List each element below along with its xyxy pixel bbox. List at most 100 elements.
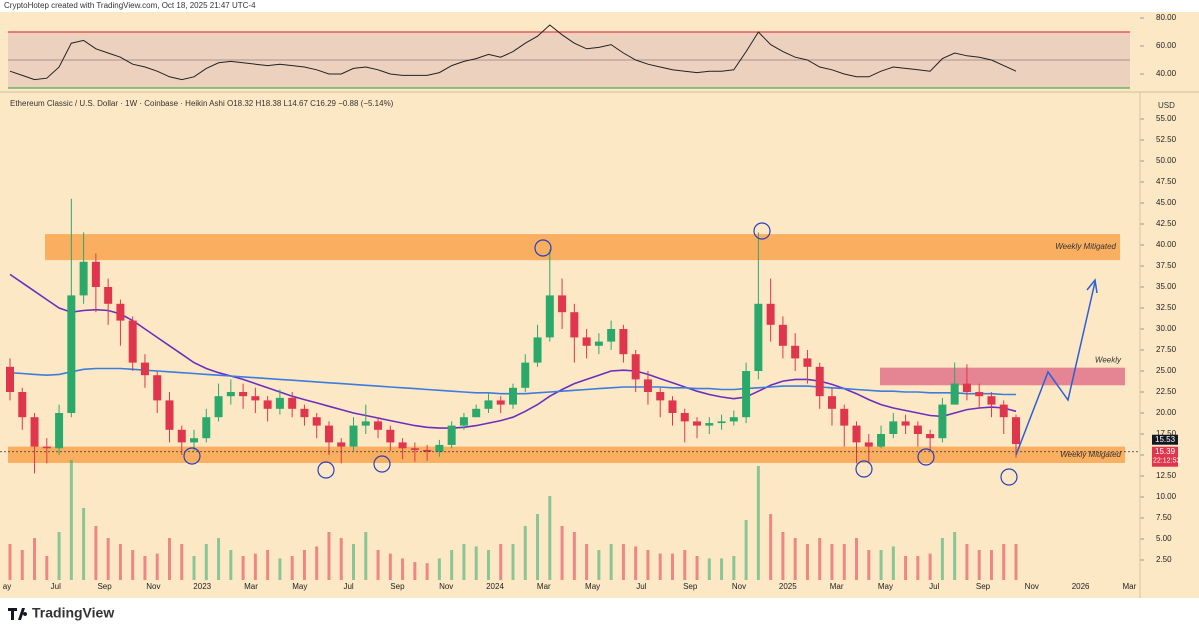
candle-body [18, 392, 27, 418]
x-tick-label: Jul [51, 582, 61, 591]
candle-body [509, 387, 517, 405]
y-tick-label: 42.50 [1156, 219, 1177, 228]
circle-marker [317, 461, 335, 479]
x-tick-label: Sep [683, 582, 698, 591]
candle-body [435, 444, 444, 452]
volume-bar [352, 544, 356, 580]
candle-body [864, 442, 873, 447]
x-tick-label: Mar [537, 582, 551, 591]
candle-body [312, 417, 321, 426]
volume-bar [720, 558, 724, 580]
x-tick-label: 2023 [193, 582, 211, 591]
volume-bar [548, 496, 552, 580]
volume-bar [253, 553, 257, 580]
volume-bar [916, 556, 920, 580]
rsi-tick-label: 40.00 [1156, 69, 1177, 78]
y-tick-label: 45.00 [1156, 198, 1177, 207]
candle-body [128, 320, 137, 363]
candle-body [705, 423, 714, 426]
current-price-tag [1152, 446, 1178, 467]
volume-bar [756, 466, 760, 580]
volume-bar [315, 546, 319, 580]
volume-bar [805, 544, 809, 580]
volume-bar [413, 562, 417, 580]
candle-body [177, 429, 186, 443]
candle-body [815, 366, 824, 397]
candle-body [91, 261, 100, 287]
volume-bar [940, 538, 944, 580]
volume-bar [364, 532, 368, 580]
volume-bar [204, 544, 208, 580]
circle-marker [855, 460, 873, 478]
y-tick-label: 20.00 [1156, 408, 1177, 417]
candle-body [410, 448, 419, 450]
volume-bar [867, 550, 871, 580]
volume-bar [241, 556, 245, 580]
moving-average [9, 273, 1017, 429]
candle-body [742, 371, 751, 418]
volume-bar [180, 544, 184, 580]
candle-body [398, 442, 407, 449]
volume-bar [781, 532, 785, 580]
volume-bar [376, 550, 380, 580]
volume-bar [928, 553, 932, 580]
x-tick-label: Sep [97, 582, 112, 591]
x-tick-label: Mar [830, 582, 844, 591]
candle-body [840, 408, 849, 426]
circle-marker [183, 447, 201, 465]
volume-bar [486, 550, 490, 580]
volume-bar [536, 514, 540, 580]
y-tick-label: 32.50 [1156, 303, 1177, 312]
candle-body [239, 392, 248, 397]
x-tick-label: May [878, 582, 893, 591]
current-price-label: 15.39 [1155, 447, 1176, 456]
candle-body [582, 337, 591, 346]
volume-bar [830, 544, 834, 580]
y-tick-label: 2.50 [1156, 555, 1172, 564]
circle-marker [534, 239, 552, 257]
chart-bg [0, 12, 1199, 598]
volume-bar [474, 546, 478, 580]
candle-body [361, 421, 370, 426]
y-tick-label: 22.50 [1156, 387, 1177, 396]
candle-body [852, 425, 861, 443]
zone-label: Weekly [1095, 356, 1122, 365]
candle-body [558, 295, 567, 313]
candle-body [423, 449, 432, 452]
x-tick-label: Jul [636, 582, 646, 591]
candle-body [938, 404, 947, 439]
volume-bar [585, 544, 589, 580]
volume-bar [658, 553, 662, 580]
candle-body [619, 329, 628, 355]
x-tick-label: May [292, 582, 307, 591]
candle-body [913, 425, 922, 434]
candle-body [717, 421, 726, 424]
x-tick-label: Mar [1123, 582, 1137, 591]
candle-body [975, 392, 984, 397]
volume-bar [327, 532, 331, 580]
candle-body [631, 354, 640, 380]
candle-body [778, 324, 787, 346]
x-tick-label: Nov [1025, 582, 1039, 591]
volume-bar [989, 550, 993, 580]
y-tick-label: 40.00 [1156, 240, 1177, 249]
candle-body [374, 421, 383, 430]
x-tick-label: 2026 [1072, 582, 1090, 591]
brand-name: TradingView [32, 605, 114, 621]
volume-bar [793, 538, 797, 580]
candle-body [926, 434, 935, 439]
rsi-line [9, 24, 1017, 81]
circle-marker [917, 448, 935, 466]
zone-label: Weekly Mitigated [1055, 242, 1116, 251]
x-tick-label: Jul [343, 582, 353, 591]
arrow-head [1086, 278, 1098, 294]
volume-bar [707, 558, 711, 580]
volume-bar [462, 544, 466, 580]
volume-bar [143, 556, 147, 580]
projection-arrow [1015, 281, 1096, 456]
annotations [183, 222, 1098, 486]
plot: 2.505.007.5010.0012.5015.0017.5020.0022.… [0, 13, 1180, 598]
y-tick-label: 5.00 [1156, 534, 1172, 543]
volume-bar [670, 553, 674, 580]
volume-bar [33, 538, 37, 580]
